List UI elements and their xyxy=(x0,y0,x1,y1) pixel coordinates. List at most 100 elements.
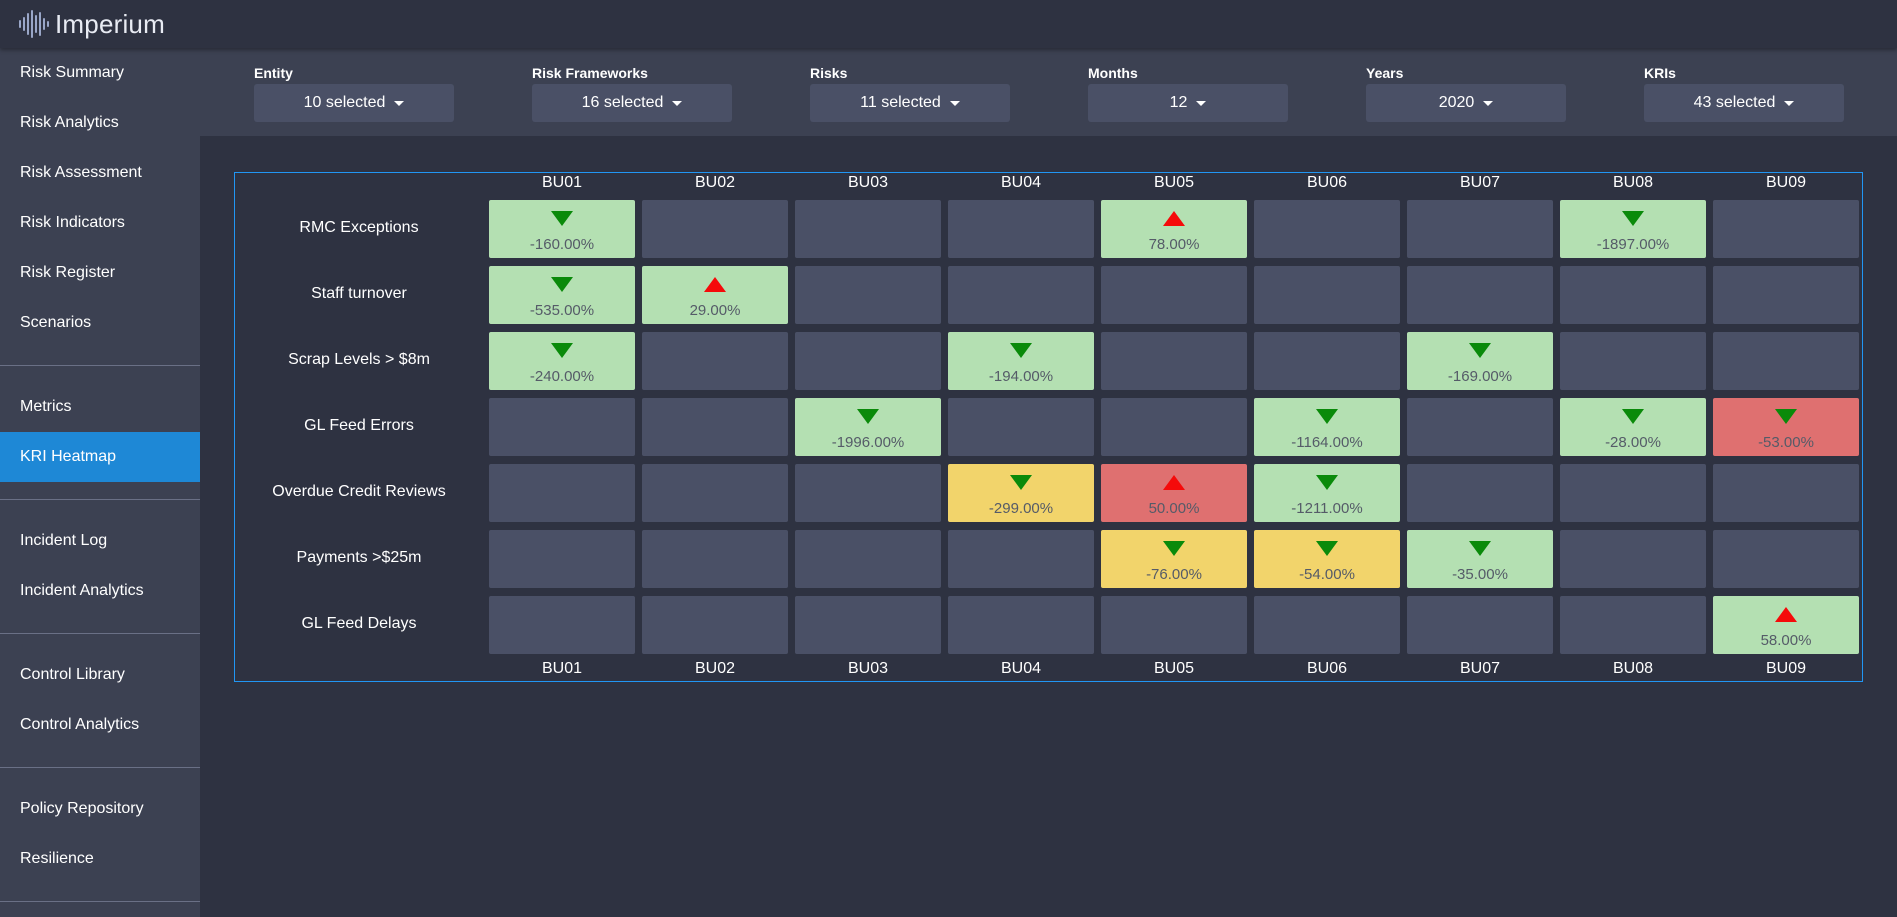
sidebar-item-risk-assessment[interactable]: Risk Assessment xyxy=(20,164,142,181)
heatmap-cell[interactable]: -194.00% xyxy=(948,332,1094,390)
heatmap-cell[interactable] xyxy=(1560,464,1706,522)
heatmap-cell[interactable] xyxy=(1560,530,1706,588)
heatmap-cell[interactable]: -1996.00% xyxy=(795,398,941,456)
triangle-up-icon xyxy=(704,277,726,292)
heatmap-cell[interactable] xyxy=(1407,596,1553,654)
sidebar-item-policy-repository[interactable]: Policy Repository xyxy=(20,800,144,817)
filter-risks-dropdown[interactable]: 11 selected xyxy=(810,84,1010,122)
sidebar-item-kri-heatmap[interactable]: KRI Heatmap xyxy=(0,432,200,482)
heatmap-cell[interactable] xyxy=(642,596,788,654)
heatmap-cell[interactable]: 78.00% xyxy=(1101,200,1247,258)
heatmap-cell[interactable] xyxy=(642,398,788,456)
heatmap-cell[interactable] xyxy=(1713,464,1859,522)
heatmap-cell[interactable] xyxy=(642,332,788,390)
heatmap-cell[interactable]: -1164.00% xyxy=(1254,398,1400,456)
triangle-down-icon xyxy=(1163,541,1185,556)
sidebar-item-risk-analytics[interactable]: Risk Analytics xyxy=(20,114,119,131)
filter-months-dropdown[interactable]: 12 xyxy=(1088,84,1288,122)
sidebar-item-risk-indicators[interactable]: Risk Indicators xyxy=(20,214,125,231)
sidebar-item-incident-log[interactable]: Incident Log xyxy=(20,532,108,549)
sidebar-item-risk-summary[interactable]: Risk Summary xyxy=(20,64,125,81)
heatmap-cell[interactable]: -240.00% xyxy=(489,332,635,390)
sidebar-item-metrics[interactable]: Metrics xyxy=(20,398,72,415)
heatmap-cell[interactable] xyxy=(1560,596,1706,654)
filter-value: 11 selected xyxy=(860,94,941,111)
cell-value: -54.00% xyxy=(1299,566,1355,583)
heatmap-cell[interactable] xyxy=(948,398,1094,456)
cell-value: -169.00% xyxy=(1447,368,1513,385)
heatmap-cell[interactable]: -169.00% xyxy=(1407,332,1553,390)
triangle-down-icon xyxy=(1316,541,1338,556)
heatmap-cell[interactable] xyxy=(948,530,1094,588)
heatmap-cell[interactable] xyxy=(795,332,941,390)
heatmap-cell[interactable]: -54.00% xyxy=(1254,530,1400,588)
filter-entity-dropdown[interactable]: 10 selected xyxy=(254,84,454,122)
heatmap-cell[interactable] xyxy=(1254,266,1400,324)
column-header: BU07 xyxy=(1459,174,1501,191)
heatmap-cell[interactable]: -35.00% xyxy=(1407,530,1553,588)
heatmap-cell[interactable] xyxy=(1101,596,1247,654)
heatmap-cell[interactable] xyxy=(642,464,788,522)
heatmap-cell[interactable]: 29.00% xyxy=(642,266,788,324)
heatmap-cell[interactable] xyxy=(489,596,635,654)
sidebar-item-resilience[interactable]: Resilience xyxy=(20,850,94,867)
heatmap-cell[interactable] xyxy=(1101,398,1247,456)
app-logo[interactable]: Imperium xyxy=(19,8,165,40)
sidebar-item-incident-analytics[interactable]: Incident Analytics xyxy=(20,582,144,599)
heatmap-cell[interactable]: -160.00% xyxy=(489,200,635,258)
heatmap-cell[interactable]: -299.00% xyxy=(948,464,1094,522)
row-label-payments-25m: Payments >$25m xyxy=(296,549,422,566)
heatmap-cell[interactable] xyxy=(1254,332,1400,390)
heatmap-cell[interactable] xyxy=(1560,266,1706,324)
heatmap-cell[interactable] xyxy=(948,266,1094,324)
heatmap-cell[interactable]: -53.00% xyxy=(1713,398,1859,456)
filter-risk-frameworks-dropdown[interactable]: 16 selected xyxy=(532,84,732,122)
heatmap-cell[interactable] xyxy=(795,530,941,588)
heatmap-cell[interactable] xyxy=(795,464,941,522)
heatmap-cell[interactable] xyxy=(1101,332,1247,390)
filter-kris-dropdown[interactable]: 43 selected xyxy=(1644,84,1844,122)
heatmap-cell[interactable] xyxy=(1713,266,1859,324)
heatmap-cell[interactable] xyxy=(1254,200,1400,258)
heatmap-cell[interactable] xyxy=(1560,332,1706,390)
heatmap-cell[interactable] xyxy=(1407,200,1553,258)
heatmap-cell[interactable] xyxy=(1254,596,1400,654)
sidebar-item-scenarios[interactable]: Scenarios xyxy=(20,314,92,331)
heatmap-cell[interactable] xyxy=(1713,530,1859,588)
caret-down-icon xyxy=(394,100,405,106)
heatmap-cell[interactable] xyxy=(1407,398,1553,456)
heatmap-cell[interactable] xyxy=(489,398,635,456)
filter-risk-frameworks: Risk Frameworks 16 selected xyxy=(532,64,732,122)
triangle-down-icon xyxy=(551,277,573,292)
filter-years-dropdown[interactable]: 2020 xyxy=(1366,84,1566,122)
heatmap-cell[interactable]: 58.00% xyxy=(1713,596,1859,654)
heatmap-cell[interactable]: -76.00% xyxy=(1101,530,1247,588)
heatmap-cell[interactable]: -1897.00% xyxy=(1560,200,1706,258)
heatmap-cell[interactable]: -535.00% xyxy=(489,266,635,324)
heatmap-cell[interactable] xyxy=(1407,464,1553,522)
heatmap-cell[interactable] xyxy=(1713,200,1859,258)
heatmap-cell[interactable] xyxy=(1407,266,1553,324)
heatmap-cell[interactable] xyxy=(795,596,941,654)
heatmap-cell[interactable] xyxy=(1101,266,1247,324)
sidebar: Risk Summary Risk Analytics Risk Assessmen… xyxy=(0,48,200,917)
heatmap-cell[interactable] xyxy=(948,200,1094,258)
column-footer: BU06 xyxy=(1306,660,1348,677)
triangle-down-icon xyxy=(1010,475,1032,490)
heatmap-cell[interactable] xyxy=(642,200,788,258)
heatmap-cell[interactable]: 50.00% xyxy=(1101,464,1247,522)
caret-down-icon xyxy=(1483,100,1494,106)
sidebar-item-risk-register[interactable]: Risk Register xyxy=(20,264,116,281)
heatmap-cell[interactable] xyxy=(642,530,788,588)
heatmap-cell[interactable] xyxy=(795,266,941,324)
heatmap-cell[interactable] xyxy=(1713,332,1859,390)
heatmap-cell[interactable] xyxy=(948,596,1094,654)
heatmap-cell[interactable] xyxy=(795,200,941,258)
heatmap-cell[interactable] xyxy=(489,464,635,522)
sidebar-item-control-library[interactable]: Control Library xyxy=(20,666,125,683)
heatmap-cell[interactable]: -28.00% xyxy=(1560,398,1706,456)
heatmap-cell[interactable]: -1211.00% xyxy=(1254,464,1400,522)
column-footer: BU09 xyxy=(1765,660,1807,677)
sidebar-item-control-analytics[interactable]: Control Analytics xyxy=(20,716,140,733)
heatmap-cell[interactable] xyxy=(489,530,635,588)
